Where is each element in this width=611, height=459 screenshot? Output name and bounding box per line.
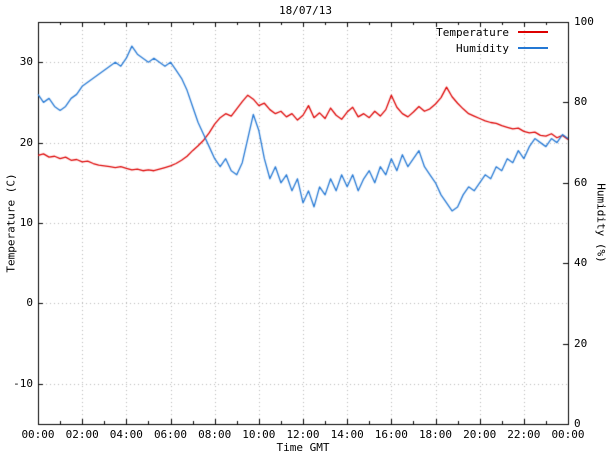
x-tick-label: 06:00: [153, 428, 188, 441]
x-tick-label: 02:00: [65, 428, 99, 441]
x-tick-label: 18:00: [418, 428, 453, 441]
x-tick-label: 04:00: [109, 428, 143, 441]
y-right-tick-label: 100: [574, 15, 594, 28]
x-tick-label: 08:00: [198, 428, 232, 441]
legend-label-temperature: Temperature: [436, 25, 509, 39]
x-tick-label: 22:00: [507, 428, 541, 441]
legend-label-humidity: Humidity: [456, 41, 509, 55]
y-axis-label-right: Humidity (%): [594, 183, 608, 263]
y-left-tick-label: 10: [19, 216, 33, 229]
y-left-tick-label: -10: [13, 376, 33, 390]
legend-item-temperature: Temperature: [436, 24, 548, 40]
x-axis-label: Time GMT: [276, 441, 330, 454]
x-tick-label: 12:00: [286, 428, 320, 441]
x-tick-label: 10:00: [242, 428, 276, 441]
x-tick-label: 14:00: [330, 428, 364, 441]
legend: Temperature Humidity: [436, 24, 548, 56]
x-tick-label: 00:00: [21, 428, 55, 441]
y-left-tick-label: 20: [19, 135, 33, 149]
chart-title: 18/07/13: [279, 4, 332, 17]
legend-line-sample-temperature: [518, 31, 548, 33]
x-tick-label: 20:00: [463, 428, 497, 441]
legend-item-humidity: Humidity: [436, 40, 548, 56]
y-right-tick-label: 80: [574, 95, 588, 109]
y-right-tick-label: 40: [574, 256, 588, 270]
y-left-tick-label: 30: [19, 55, 33, 69]
legend-line-sample-humidity: [518, 47, 548, 49]
y-left-tick-label: 0: [26, 296, 33, 310]
x-tick-label: 16:00: [374, 428, 408, 441]
y-right-tick-label: 20: [574, 336, 588, 350]
y-right-tick-label: 60: [574, 175, 588, 189]
x-tick-label: 00:00: [551, 428, 585, 441]
y-right-tick-label: 0: [574, 417, 581, 430]
